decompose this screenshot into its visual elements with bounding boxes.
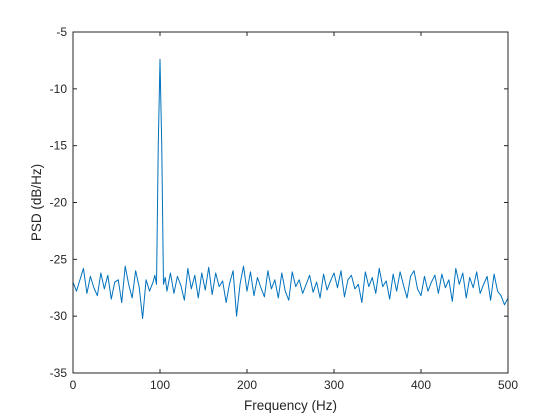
y-tick-label: -10: [50, 82, 68, 96]
tick-labels: 0 100 200 300 400 500 -35 -30 -25 -20 -15 -10 -5: [50, 25, 519, 392]
y-tick-label: -25: [50, 252, 68, 266]
y-tick-label: -35: [50, 366, 68, 380]
y-tick-label: -20: [50, 196, 68, 210]
x-tick-label: 200: [237, 378, 257, 392]
x-tick-label: 100: [150, 378, 170, 392]
x-tick-label: 300: [324, 378, 344, 392]
data-lines: [72, 58, 509, 319]
x-tick-label: 0: [70, 378, 77, 392]
x-axis-label: Frequency (Hz): [244, 398, 337, 413]
plot-area: [73, 32, 508, 373]
psd-series-line: [72, 58, 509, 319]
y-axis-label: PSD (dB/Hz): [29, 164, 44, 241]
x-tick-label: 500: [498, 378, 518, 392]
axes-box: [72, 31, 509, 374]
y-tick-label: -15: [50, 139, 68, 153]
y-tick-label: -30: [50, 309, 68, 323]
y-tick-label: -5: [56, 25, 67, 39]
x-tick-label: 400: [411, 378, 431, 392]
